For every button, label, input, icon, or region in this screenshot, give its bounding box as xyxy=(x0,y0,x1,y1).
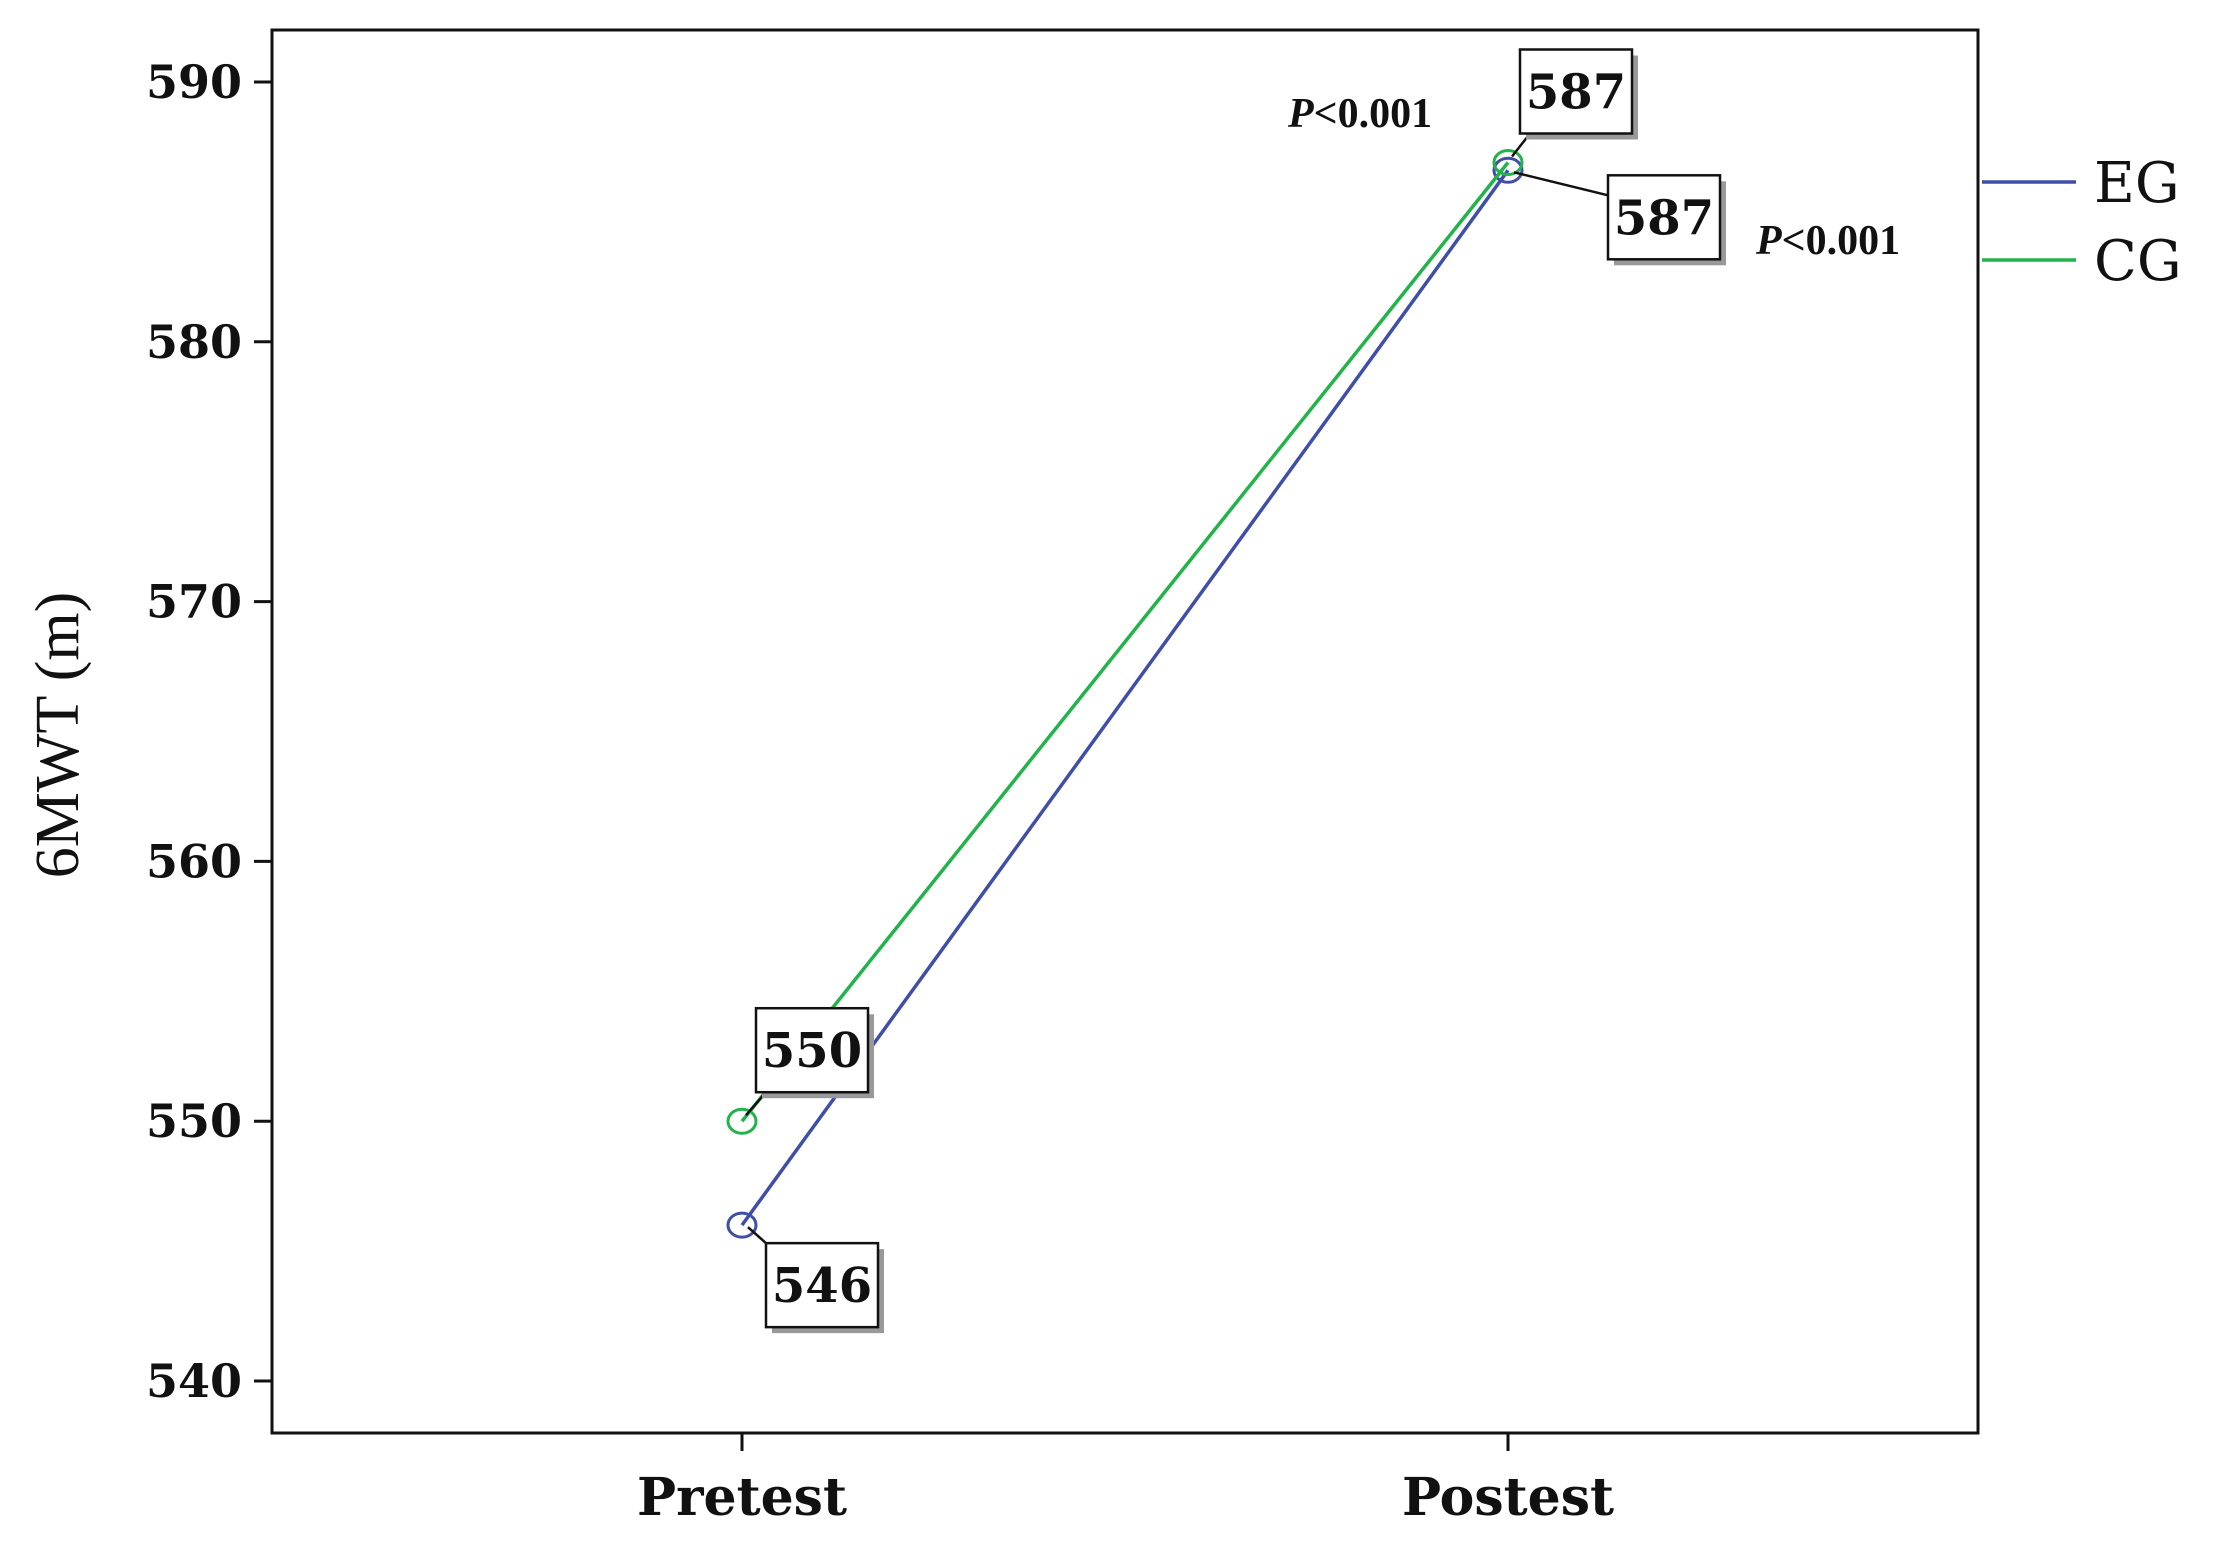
y-tick-label: 540 xyxy=(146,1354,242,1408)
x-tick-label: Pretest xyxy=(637,1467,847,1528)
legend-label-cg: CG xyxy=(2094,229,2182,294)
y-tick-label: 580 xyxy=(146,315,242,369)
plot-frame xyxy=(270,28,1980,1435)
y-axis: 540 550 560 570 580 590 xyxy=(146,55,272,1408)
legend: EG CG xyxy=(1982,151,2182,294)
series-line-cg xyxy=(740,161,1510,1123)
legend-label-eg: EG xyxy=(2094,151,2180,216)
y-tick-label: 570 xyxy=(146,575,242,629)
data-label-layer: 546 587 550 587 P<0.001 P<0.001 xyxy=(745,48,1900,1334)
leader-line xyxy=(1513,171,1609,197)
y-tick-label: 560 xyxy=(146,834,242,888)
data-label-box xyxy=(1518,48,1634,135)
point-marker-eg xyxy=(1492,156,1524,184)
p-value-annotation: P<0.001 xyxy=(1287,91,1432,137)
point-marker-cg xyxy=(1492,149,1524,177)
x-axis: Pretest Postest xyxy=(637,1433,1614,1528)
x-tick-label: Postest xyxy=(1402,1467,1614,1528)
y-tick-label: 550 xyxy=(146,1094,242,1148)
y-tick-label: 590 xyxy=(146,55,242,109)
p-value-annotation: P<0.001 xyxy=(1755,218,1900,264)
leader-line xyxy=(747,1226,767,1245)
point-marker-cg xyxy=(726,1107,758,1135)
y-axis-label: 6MWT (m) xyxy=(24,592,92,878)
point-marker-eg xyxy=(726,1211,758,1239)
data-label: 546 xyxy=(772,1258,872,1314)
data-label-box xyxy=(764,1241,880,1329)
data-label: 587 xyxy=(1526,65,1626,121)
data-label-box xyxy=(754,1006,870,1094)
data-label-box xyxy=(1606,174,1722,261)
data-label: 587 xyxy=(1614,190,1714,246)
data-label: 550 xyxy=(762,1023,862,1079)
